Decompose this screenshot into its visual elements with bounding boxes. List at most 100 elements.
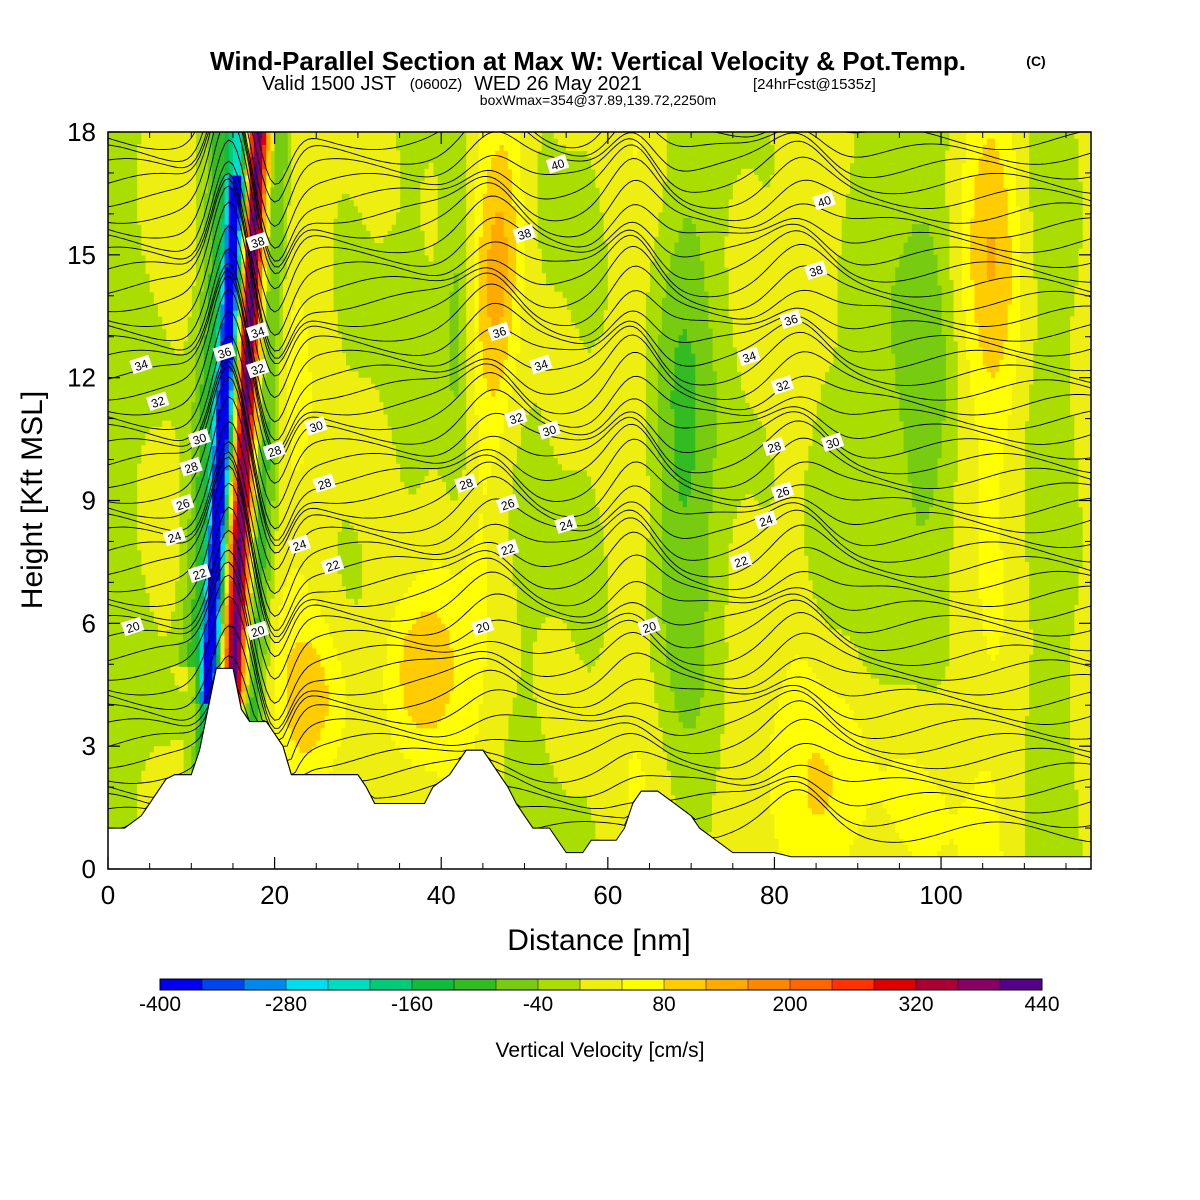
velocity-cell — [303, 586, 309, 594]
velocity-cell — [299, 168, 305, 176]
velocity-cell — [224, 285, 230, 293]
velocity-cell — [241, 555, 247, 563]
velocity-cell — [187, 285, 192, 293]
velocity-cell — [270, 144, 276, 152]
velocity-cell — [199, 328, 205, 336]
velocity-cell — [220, 254, 226, 262]
velocity-cell — [220, 414, 226, 422]
velocity-cell — [162, 316, 167, 323]
velocity-cell — [212, 414, 217, 422]
velocity-cell — [145, 488, 151, 495]
velocity-cell — [312, 598, 317, 606]
velocity-cell — [332, 623, 338, 631]
velocity-cell — [220, 377, 226, 385]
velocity-cell — [178, 279, 184, 287]
velocity-cell — [191, 193, 197, 201]
velocity-cell — [224, 488, 230, 495]
velocity-cell — [332, 162, 338, 170]
velocity-cell — [307, 709, 313, 717]
velocity-cell — [228, 537, 234, 545]
velocity-cell — [337, 697, 342, 704]
velocity-cell — [191, 224, 197, 231]
velocity-cell — [345, 727, 351, 735]
velocity-cell — [145, 506, 151, 514]
velocity-cell — [291, 205, 297, 213]
velocity-cell — [307, 211, 313, 219]
velocity-cell — [316, 328, 322, 336]
velocity-cell — [324, 445, 330, 452]
velocity-cell — [332, 635, 338, 643]
velocity-cell — [212, 518, 217, 526]
velocity-cell — [145, 150, 151, 158]
velocity-cell — [262, 451, 267, 459]
velocity-cell — [245, 353, 251, 360]
velocity-cell — [341, 488, 347, 495]
velocity-cell — [332, 770, 338, 778]
velocity-cell — [191, 267, 197, 274]
velocity-cell — [237, 359, 242, 366]
velocity-cell — [278, 230, 284, 238]
velocity-cell — [257, 310, 263, 317]
velocity-cell — [153, 617, 159, 624]
velocity-cell — [187, 549, 192, 557]
velocity-cell — [291, 377, 297, 385]
velocity-cell — [316, 383, 322, 391]
velocity-cell — [182, 199, 188, 207]
velocity-cell — [191, 488, 197, 495]
velocity-cell — [274, 187, 280, 195]
velocity-cell — [166, 764, 172, 772]
velocity-cell — [149, 475, 155, 483]
velocity-cell — [249, 568, 255, 575]
velocity-cell — [299, 500, 305, 508]
velocity-cell — [199, 592, 205, 600]
velocity-cell — [299, 721, 305, 729]
velocity-cell — [337, 445, 342, 452]
velocity-cell — [299, 303, 305, 311]
velocity-cell — [312, 641, 317, 649]
velocity-cell — [295, 506, 301, 514]
velocity-cell — [320, 402, 326, 409]
velocity-cell — [320, 150, 326, 158]
velocity-cell — [166, 156, 172, 164]
velocity-cell — [199, 598, 205, 606]
velocity-cell — [278, 414, 284, 422]
velocity-cell — [257, 150, 263, 158]
velocity-cell — [170, 322, 176, 330]
velocity-cell — [241, 512, 247, 520]
velocity-cell — [282, 488, 288, 495]
velocity-cell — [282, 525, 288, 532]
velocity-cell — [262, 193, 267, 201]
velocity-cell — [282, 531, 288, 538]
velocity-cell — [345, 482, 351, 489]
velocity-cell — [166, 248, 172, 256]
velocity-cell — [278, 617, 284, 624]
velocity-cell — [328, 715, 334, 723]
velocity-cell — [182, 684, 188, 692]
velocity-cell — [332, 764, 338, 772]
velocity-cell — [266, 383, 272, 391]
velocity-cell — [149, 273, 155, 280]
velocity-cell — [153, 537, 159, 545]
velocity-cell — [174, 340, 180, 348]
velocity-cell — [228, 199, 234, 207]
velocity-cell — [199, 660, 205, 667]
velocity-cell — [291, 475, 297, 483]
velocity-cell — [320, 254, 326, 262]
velocity-cell — [237, 598, 242, 606]
velocity-cell — [241, 138, 247, 145]
velocity-cell — [237, 402, 242, 409]
velocity-cell — [224, 420, 230, 428]
velocity-cell — [262, 402, 267, 409]
velocity-cell — [166, 334, 172, 342]
velocity-cell — [337, 611, 342, 618]
velocity-cell — [299, 230, 305, 238]
velocity-cell — [282, 537, 288, 545]
velocity-cell — [153, 426, 159, 434]
velocity-cell — [253, 445, 259, 452]
velocity-cell — [328, 174, 334, 182]
velocity-cell — [224, 377, 230, 385]
velocity-cell — [224, 230, 230, 238]
velocity-cell — [291, 488, 297, 495]
velocity-cell — [270, 604, 276, 612]
velocity-cell — [220, 328, 226, 336]
